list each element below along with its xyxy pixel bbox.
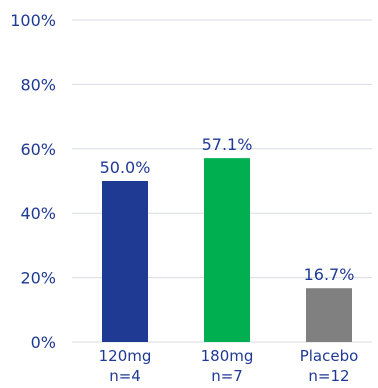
x-category-n-180mg: n=7 xyxy=(211,367,243,385)
bar-180mg xyxy=(204,158,250,342)
x-category-label-placebo: Placebo xyxy=(300,347,359,365)
y-tick-label-80: 80% xyxy=(20,75,56,94)
y-tick-label-20: 20% xyxy=(20,269,56,288)
data-label-placebo: 16.7% xyxy=(304,265,355,284)
bar-120mg xyxy=(102,181,148,342)
x-category-label-180mg: 180mg xyxy=(201,347,254,365)
y-tick-label-40: 40% xyxy=(20,204,56,223)
y-tick-label-0: 0% xyxy=(31,333,56,352)
x-category-n-placebo: n=12 xyxy=(308,367,349,385)
y-tick-label-60: 60% xyxy=(20,140,56,159)
y-axis-ticks: 0% 20% 40% 60% 80% 100% xyxy=(10,11,56,352)
x-category-n-120mg: n=4 xyxy=(109,367,141,385)
data-label-180mg: 57.1% xyxy=(202,135,253,154)
bars xyxy=(102,158,352,342)
x-category-label-120mg: 120mg xyxy=(99,347,152,365)
data-label-120mg: 50.0% xyxy=(100,158,151,177)
data-labels: 50.0% 57.1% 16.7% xyxy=(100,135,355,284)
x-axis-categories: 120mg n=4 180mg n=7 Placebo n=12 xyxy=(99,347,359,385)
bar-placebo xyxy=(306,288,352,342)
y-tick-label-100: 100% xyxy=(10,11,56,30)
